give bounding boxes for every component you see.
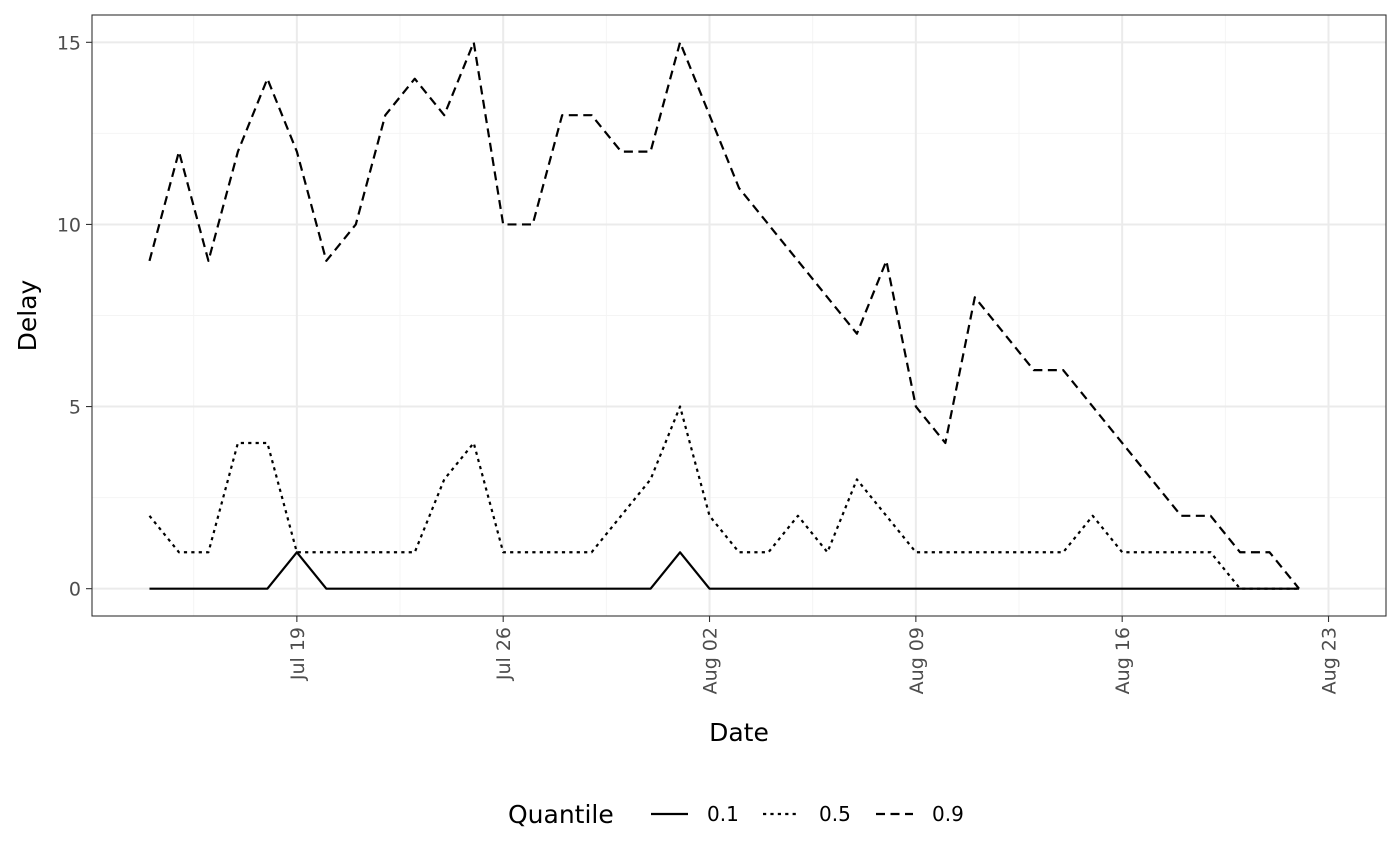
series-lines	[148, 41, 1300, 590]
x-axis-title: Date	[709, 718, 769, 747]
legend: Quantile 0.1 0.5 0.9	[508, 800, 964, 829]
x-tick-label: Jul 19	[287, 627, 309, 681]
series-line-0-5	[148, 405, 1300, 590]
legend-label-0-5: 0.5	[819, 802, 851, 826]
x-tick-label: Aug 02	[700, 627, 722, 694]
x-tick-label: Aug 16	[1112, 627, 1134, 694]
y-tick-label: 10	[57, 214, 81, 236]
y-axis-title: Delay	[13, 279, 42, 351]
x-axis: Jul 19 Jul 26 Aug 02 Aug 09 Aug 16 Aug 23	[287, 616, 1341, 694]
minor-gridlines	[92, 15, 1386, 616]
legend-label-0-1: 0.1	[707, 802, 739, 826]
legend-label-0-9: 0.9	[932, 802, 964, 826]
y-tick-label: 15	[57, 32, 81, 54]
series-line-0-1	[149, 551, 1300, 590]
y-axis: 0 5 10 15	[57, 32, 92, 601]
y-tick-label: 5	[69, 397, 81, 419]
x-tick-label: Jul 26	[493, 627, 515, 681]
x-tick-label: Aug 09	[906, 627, 928, 694]
panel-border	[91, 14, 1387, 617]
x-tick-label: Aug 23	[1319, 627, 1341, 694]
legend-title: Quantile	[508, 800, 614, 829]
y-tick-label: 0	[69, 579, 81, 601]
